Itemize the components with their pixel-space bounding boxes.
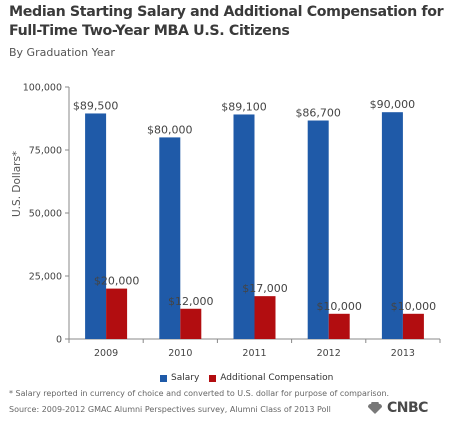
x-tick-label: 2011: [242, 348, 266, 359]
y-tick-label: 25,000: [29, 272, 62, 283]
legend-item-additional: Additional Compensation: [209, 373, 333, 383]
legend-label-salary: Salary: [171, 373, 200, 383]
legend-item-salary: Salary: [160, 373, 199, 383]
y-axis-label: U.S. Dollars*: [11, 150, 23, 217]
cnbc-logo: CNBC: [366, 400, 428, 416]
chart-subtitle: By Graduation Year: [9, 46, 115, 59]
y-tick-label: 100,000: [23, 83, 62, 94]
salary-data-label: $80,000: [147, 123, 193, 136]
additional-compensation-data-label: $20,000: [94, 275, 140, 288]
additional-compensation-data-label: $17,000: [242, 282, 288, 295]
footnote: * Salary reported in currency of choice …: [9, 389, 390, 398]
x-tick-label: 2010: [168, 348, 192, 359]
additional-compensation-data-label: $10,000: [391, 300, 437, 313]
additional-compensation-data-label: $10,000: [316, 300, 362, 313]
salary-bar: [307, 120, 329, 340]
x-tick-label: 2012: [317, 348, 341, 359]
salary-bar: [159, 137, 181, 339]
x-tick-label: 2009: [94, 348, 118, 359]
legend-swatch-salary: [160, 374, 167, 382]
salary-bar: [85, 113, 107, 340]
legend-label-additional: Additional Compensation: [220, 373, 334, 383]
salary-bar: [381, 112, 403, 339]
x-tick-label: 2013: [391, 348, 415, 359]
salary-data-label: $90,000: [370, 98, 416, 111]
additional-compensation-data-label: $12,000: [168, 295, 214, 308]
brand-text: CNBC: [387, 400, 428, 416]
legend: Salary Additional Compensation: [160, 373, 343, 383]
additional-compensation-bar: [254, 296, 276, 339]
y-tick-label: 75,000: [29, 146, 62, 157]
additional-compensation-bar: [402, 313, 424, 339]
salary-data-label: $89,100: [221, 100, 267, 113]
legend-swatch-additional: [209, 374, 217, 382]
additional-compensation-bar: [328, 313, 350, 339]
source-note: Source: 2009-2012 GMAC Alumni Perspectiv…: [9, 405, 331, 414]
additional-compensation-bar: [180, 308, 202, 339]
additional-compensation-bar: [106, 288, 128, 339]
y-tick-label: 0: [56, 335, 62, 346]
chart-title: Median Starting Salary and Additional Co…: [9, 4, 444, 39]
salary-bar: [233, 114, 255, 339]
y-tick-label: 50,000: [29, 209, 62, 220]
peacock-icon: [367, 402, 383, 414]
salary-data-label: $89,500: [73, 99, 119, 112]
salary-data-label: $86,700: [295, 107, 341, 120]
